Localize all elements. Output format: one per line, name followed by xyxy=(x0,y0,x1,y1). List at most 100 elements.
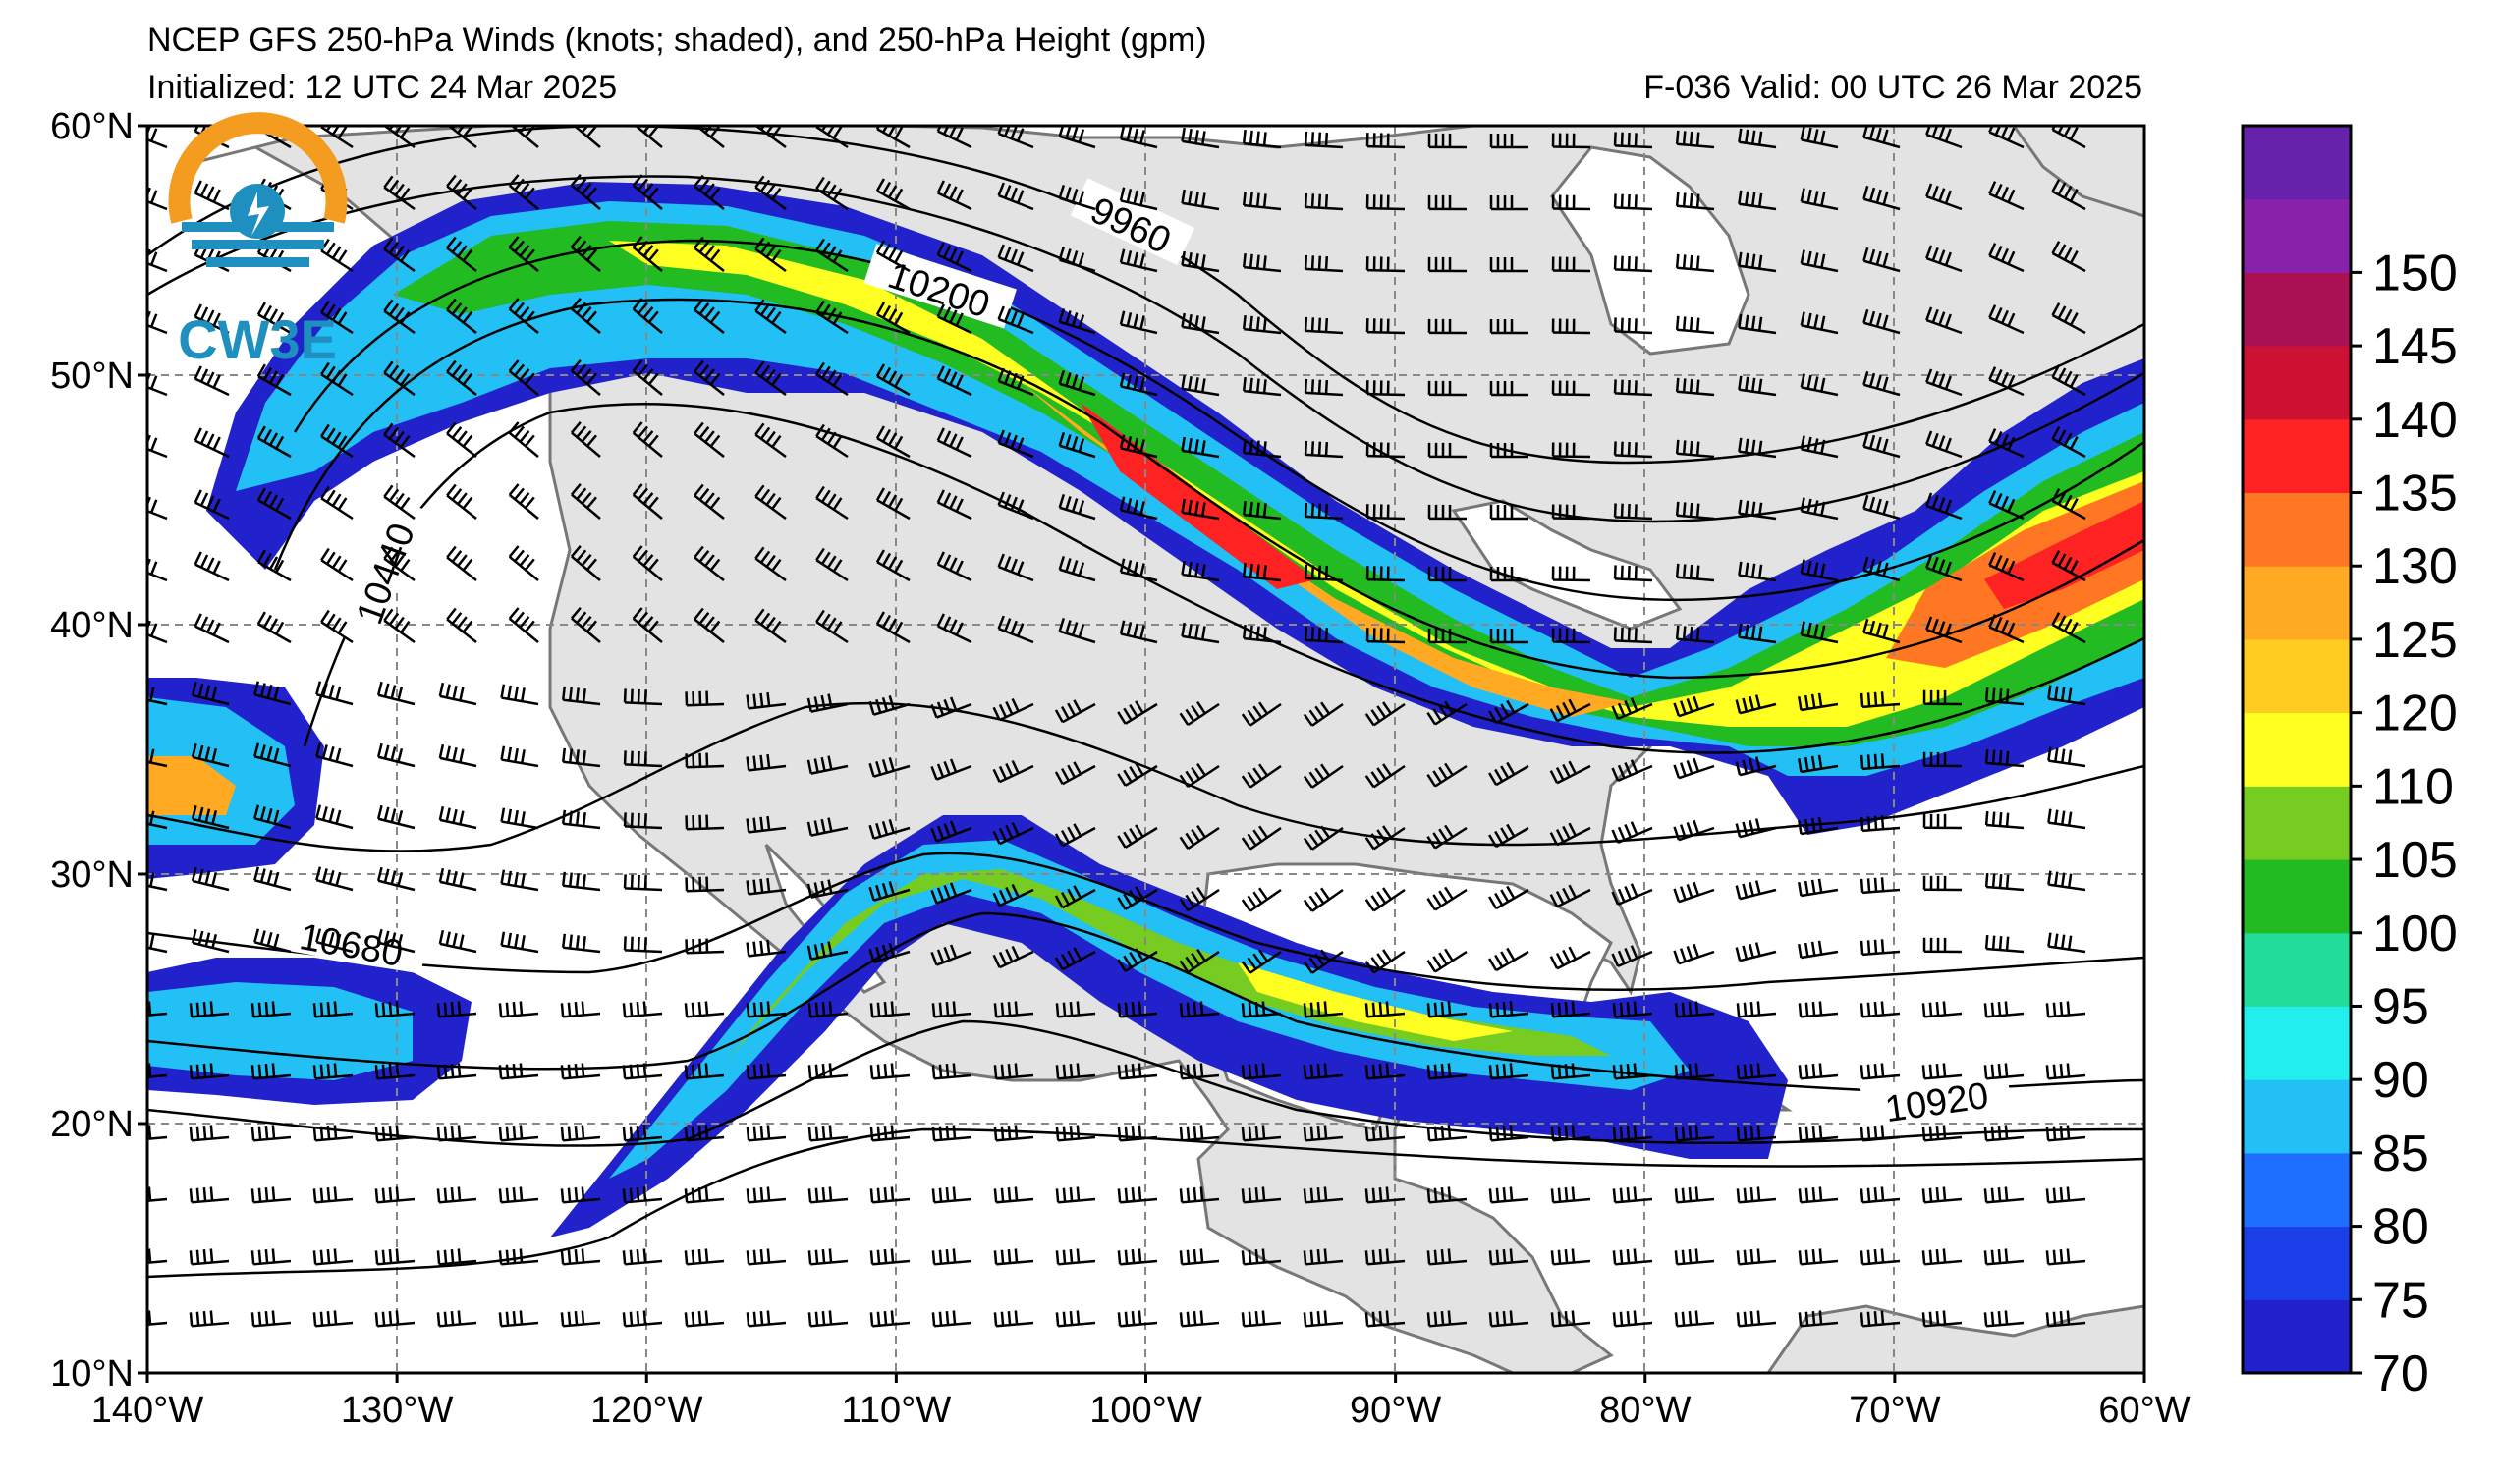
wind-barb xyxy=(1489,133,1529,149)
wind-barb xyxy=(1800,311,1839,335)
wind-barb xyxy=(684,1001,725,1018)
wind-barb xyxy=(1925,616,1963,644)
wind-barb xyxy=(1613,379,1653,397)
colorbar-frame xyxy=(2241,124,2353,1375)
wind-barb xyxy=(1798,692,1839,712)
wind-barb xyxy=(1862,370,1901,397)
wind-barb xyxy=(570,545,601,581)
wind-barb xyxy=(383,546,416,582)
wind-barb xyxy=(1925,430,1963,459)
wind-barb xyxy=(1117,824,1158,849)
wind-barb xyxy=(1860,939,1901,957)
wind-barb xyxy=(253,804,292,830)
height-contour-10560 xyxy=(147,701,2144,852)
wind-barb xyxy=(315,866,354,892)
lat-tick-label: 20°N xyxy=(50,1104,134,1145)
colorbar-tick-label: 95 xyxy=(2372,978,2429,1035)
wind-barb xyxy=(1304,626,1344,644)
wind-barb xyxy=(315,928,354,954)
wind-barb xyxy=(1242,377,1282,397)
wind-barb xyxy=(1426,1310,1468,1328)
wind-barb xyxy=(1488,1063,1529,1080)
wind-barb xyxy=(1551,256,1591,273)
wind-barb xyxy=(1054,823,1096,848)
wind-barb xyxy=(498,1001,539,1018)
wind-barb xyxy=(438,929,477,954)
wind-barb xyxy=(1736,1248,1777,1266)
wind-barb xyxy=(694,421,725,458)
wind-barb xyxy=(1303,887,1344,912)
wind-barb xyxy=(1241,763,1282,789)
wind-barb xyxy=(1984,748,2025,768)
wind-barb xyxy=(1738,251,1777,273)
colorbar-segment xyxy=(2243,712,2351,787)
wind-barb xyxy=(1613,193,1653,211)
wind-barb xyxy=(930,820,972,843)
wind-barb xyxy=(250,1248,292,1266)
wind-barb xyxy=(570,421,601,458)
wind-barb xyxy=(1364,763,1406,789)
wind-barb xyxy=(868,756,911,778)
height-contour-10200 xyxy=(293,239,2144,602)
wind-barb xyxy=(446,545,477,581)
wind-barb xyxy=(993,1248,1034,1266)
wind-barb xyxy=(1488,699,1529,725)
wind-barb xyxy=(383,175,416,211)
wind-barb xyxy=(1364,1063,1406,1080)
wind-barb xyxy=(436,1125,477,1142)
wind-barb xyxy=(1242,563,1282,582)
wind-barb xyxy=(815,300,849,335)
wind-barb xyxy=(2051,364,2086,397)
wind-barb xyxy=(807,1063,849,1080)
wind-barb xyxy=(1426,1125,1468,1142)
wind-barb xyxy=(498,1248,539,1266)
wind-barb xyxy=(875,302,911,335)
wind-barb xyxy=(746,1310,787,1328)
wind-barb xyxy=(1365,566,1406,582)
wind-barb xyxy=(623,874,663,892)
wind-barb xyxy=(1983,1063,2025,1080)
wind-barb xyxy=(997,305,1034,335)
wind-barb xyxy=(1551,442,1591,459)
wind-barb xyxy=(374,1125,416,1142)
wind-barb xyxy=(623,936,663,954)
wind-barb xyxy=(1613,132,1653,149)
wind-barb xyxy=(1611,883,1653,907)
wind-barb xyxy=(383,299,416,335)
wind-barb xyxy=(1984,934,2025,954)
wind-barb xyxy=(250,1186,292,1204)
wind-barb xyxy=(936,489,972,521)
wind-barb xyxy=(746,939,787,958)
wind-barb xyxy=(1613,317,1653,335)
wind-barb xyxy=(561,933,601,954)
height-contour-10440 xyxy=(303,403,2144,754)
wind-barb xyxy=(684,1248,725,1266)
wind-barb xyxy=(1241,887,1282,912)
colorbar-segment xyxy=(2243,346,2351,420)
wind-barb xyxy=(1179,701,1220,727)
wind-barb xyxy=(1988,428,2025,459)
wind-barb xyxy=(1241,701,1282,727)
wind-barb xyxy=(868,880,911,902)
wind-barb xyxy=(992,697,1034,722)
colorbar-segment xyxy=(2243,1006,2351,1080)
wind-barb xyxy=(1612,1186,1653,1204)
wind-barb xyxy=(993,1310,1034,1328)
wind-barb xyxy=(1303,1310,1344,1328)
wind-barb xyxy=(312,1310,354,1328)
wind-barb xyxy=(1488,1001,1529,1018)
wind-barb xyxy=(1674,1063,1715,1080)
wind-barb xyxy=(320,300,354,335)
wind-barb xyxy=(806,693,849,713)
wind-barb xyxy=(1798,754,1839,774)
wind-barb xyxy=(1241,1063,1282,1080)
wind-barb xyxy=(1549,822,1591,847)
wind-barb xyxy=(312,1063,354,1080)
wind-barb xyxy=(1426,1063,1468,1080)
wind-barb xyxy=(1551,194,1591,211)
wind-barb xyxy=(997,553,1034,582)
wind-barb xyxy=(1241,1186,1282,1204)
wind-barb xyxy=(815,176,849,211)
wind-barb xyxy=(1550,1063,1591,1080)
wind-barb xyxy=(632,545,663,581)
